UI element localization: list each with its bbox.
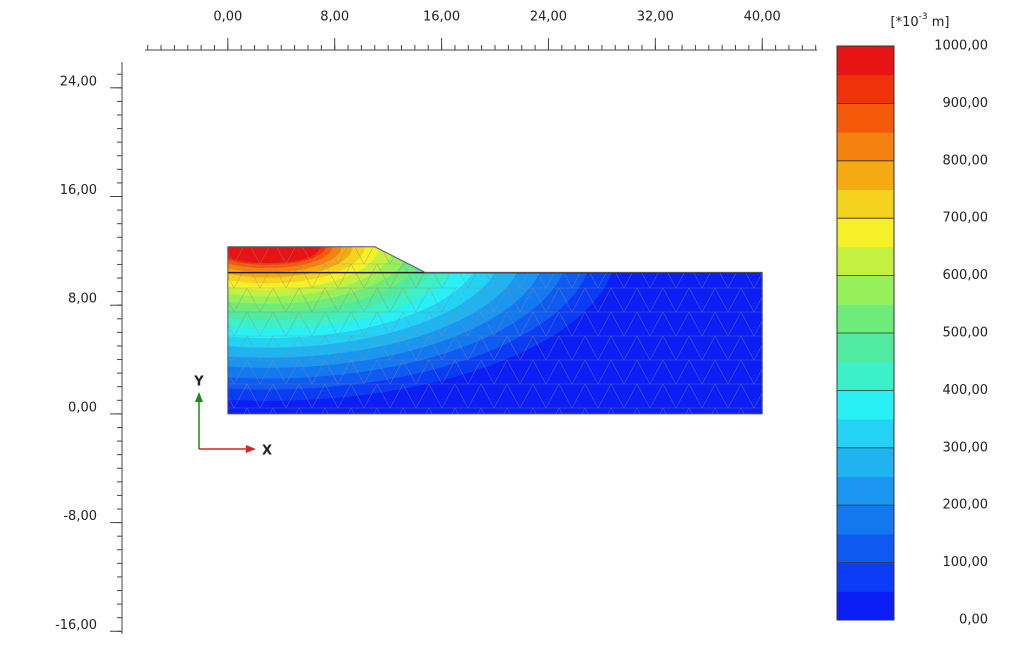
x-tick-label: 24,00 — [530, 10, 567, 25]
colorbar-band — [837, 132, 894, 162]
colorbar-band — [837, 218, 894, 248]
colorbar-label: 200,00 — [943, 498, 989, 513]
colorbar-band — [837, 591, 894, 621]
unit-suffix: m] — [928, 15, 950, 30]
x-tick-label: 8,00 — [320, 10, 349, 25]
model-outline — [227, 246, 763, 415]
colorbar-band — [837, 246, 894, 277]
colorbar-band — [837, 533, 894, 564]
colorbar-label: 600,00 — [943, 268, 989, 283]
colorbar-label: 900,00 — [943, 96, 989, 111]
colorbar-band — [837, 189, 894, 219]
x-axis-label: X — [262, 444, 272, 459]
colorbar-label: 400,00 — [943, 383, 989, 398]
colorbar-band — [837, 476, 894, 506]
colorbar-band — [837, 304, 894, 334]
colorbar-label: 500,00 — [943, 326, 989, 341]
y-tick-label: 0,00 — [68, 400, 97, 415]
x-tick-label: 0,00 — [213, 10, 242, 25]
x-tick-label: 40,00 — [744, 10, 781, 25]
y-tick-label: 16,00 — [60, 183, 97, 198]
colorbar-band — [837, 505, 894, 535]
colorbar-label: 1000,00 — [934, 39, 988, 54]
colorbar-label: 800,00 — [943, 153, 989, 168]
y-tick-label: -16,00 — [55, 618, 97, 633]
colorbar-band — [837, 160, 894, 190]
x-tick-label: 32,00 — [637, 10, 674, 25]
colorbar-label: 0,00 — [959, 613, 988, 628]
colorbar-unit: [*10-3 m] — [891, 12, 950, 30]
colorbar-label: 100,00 — [943, 555, 989, 570]
colorbar-label: 300,00 — [943, 440, 989, 455]
colorbar-band — [837, 419, 894, 449]
x-tick-label: 16,00 — [423, 10, 460, 25]
unit-exponent: -3 — [919, 12, 928, 22]
colorbar-band — [837, 46, 894, 76]
colorbar-band — [837, 103, 894, 133]
y-axis-label: Y — [193, 375, 204, 390]
colorbar-band — [837, 74, 894, 104]
y-tick-label: 8,00 — [68, 292, 97, 307]
colorbar-band — [837, 361, 894, 391]
y-tick-label: -8,00 — [63, 509, 97, 524]
colorbar-band — [837, 275, 894, 305]
axis-arrows: Y X — [193, 375, 272, 459]
mesh-fill — [227, 246, 763, 414]
colorbar-band — [837, 390, 894, 420]
colorbar-band — [837, 333, 894, 363]
mesh — [227, 246, 763, 415]
y-tick-label: 24,00 — [60, 74, 97, 89]
colorbar-band — [837, 447, 894, 477]
colorbar-band — [837, 562, 894, 592]
colorbar-label: 700,00 — [943, 211, 989, 226]
unit-prefix: [*10 — [891, 15, 919, 30]
